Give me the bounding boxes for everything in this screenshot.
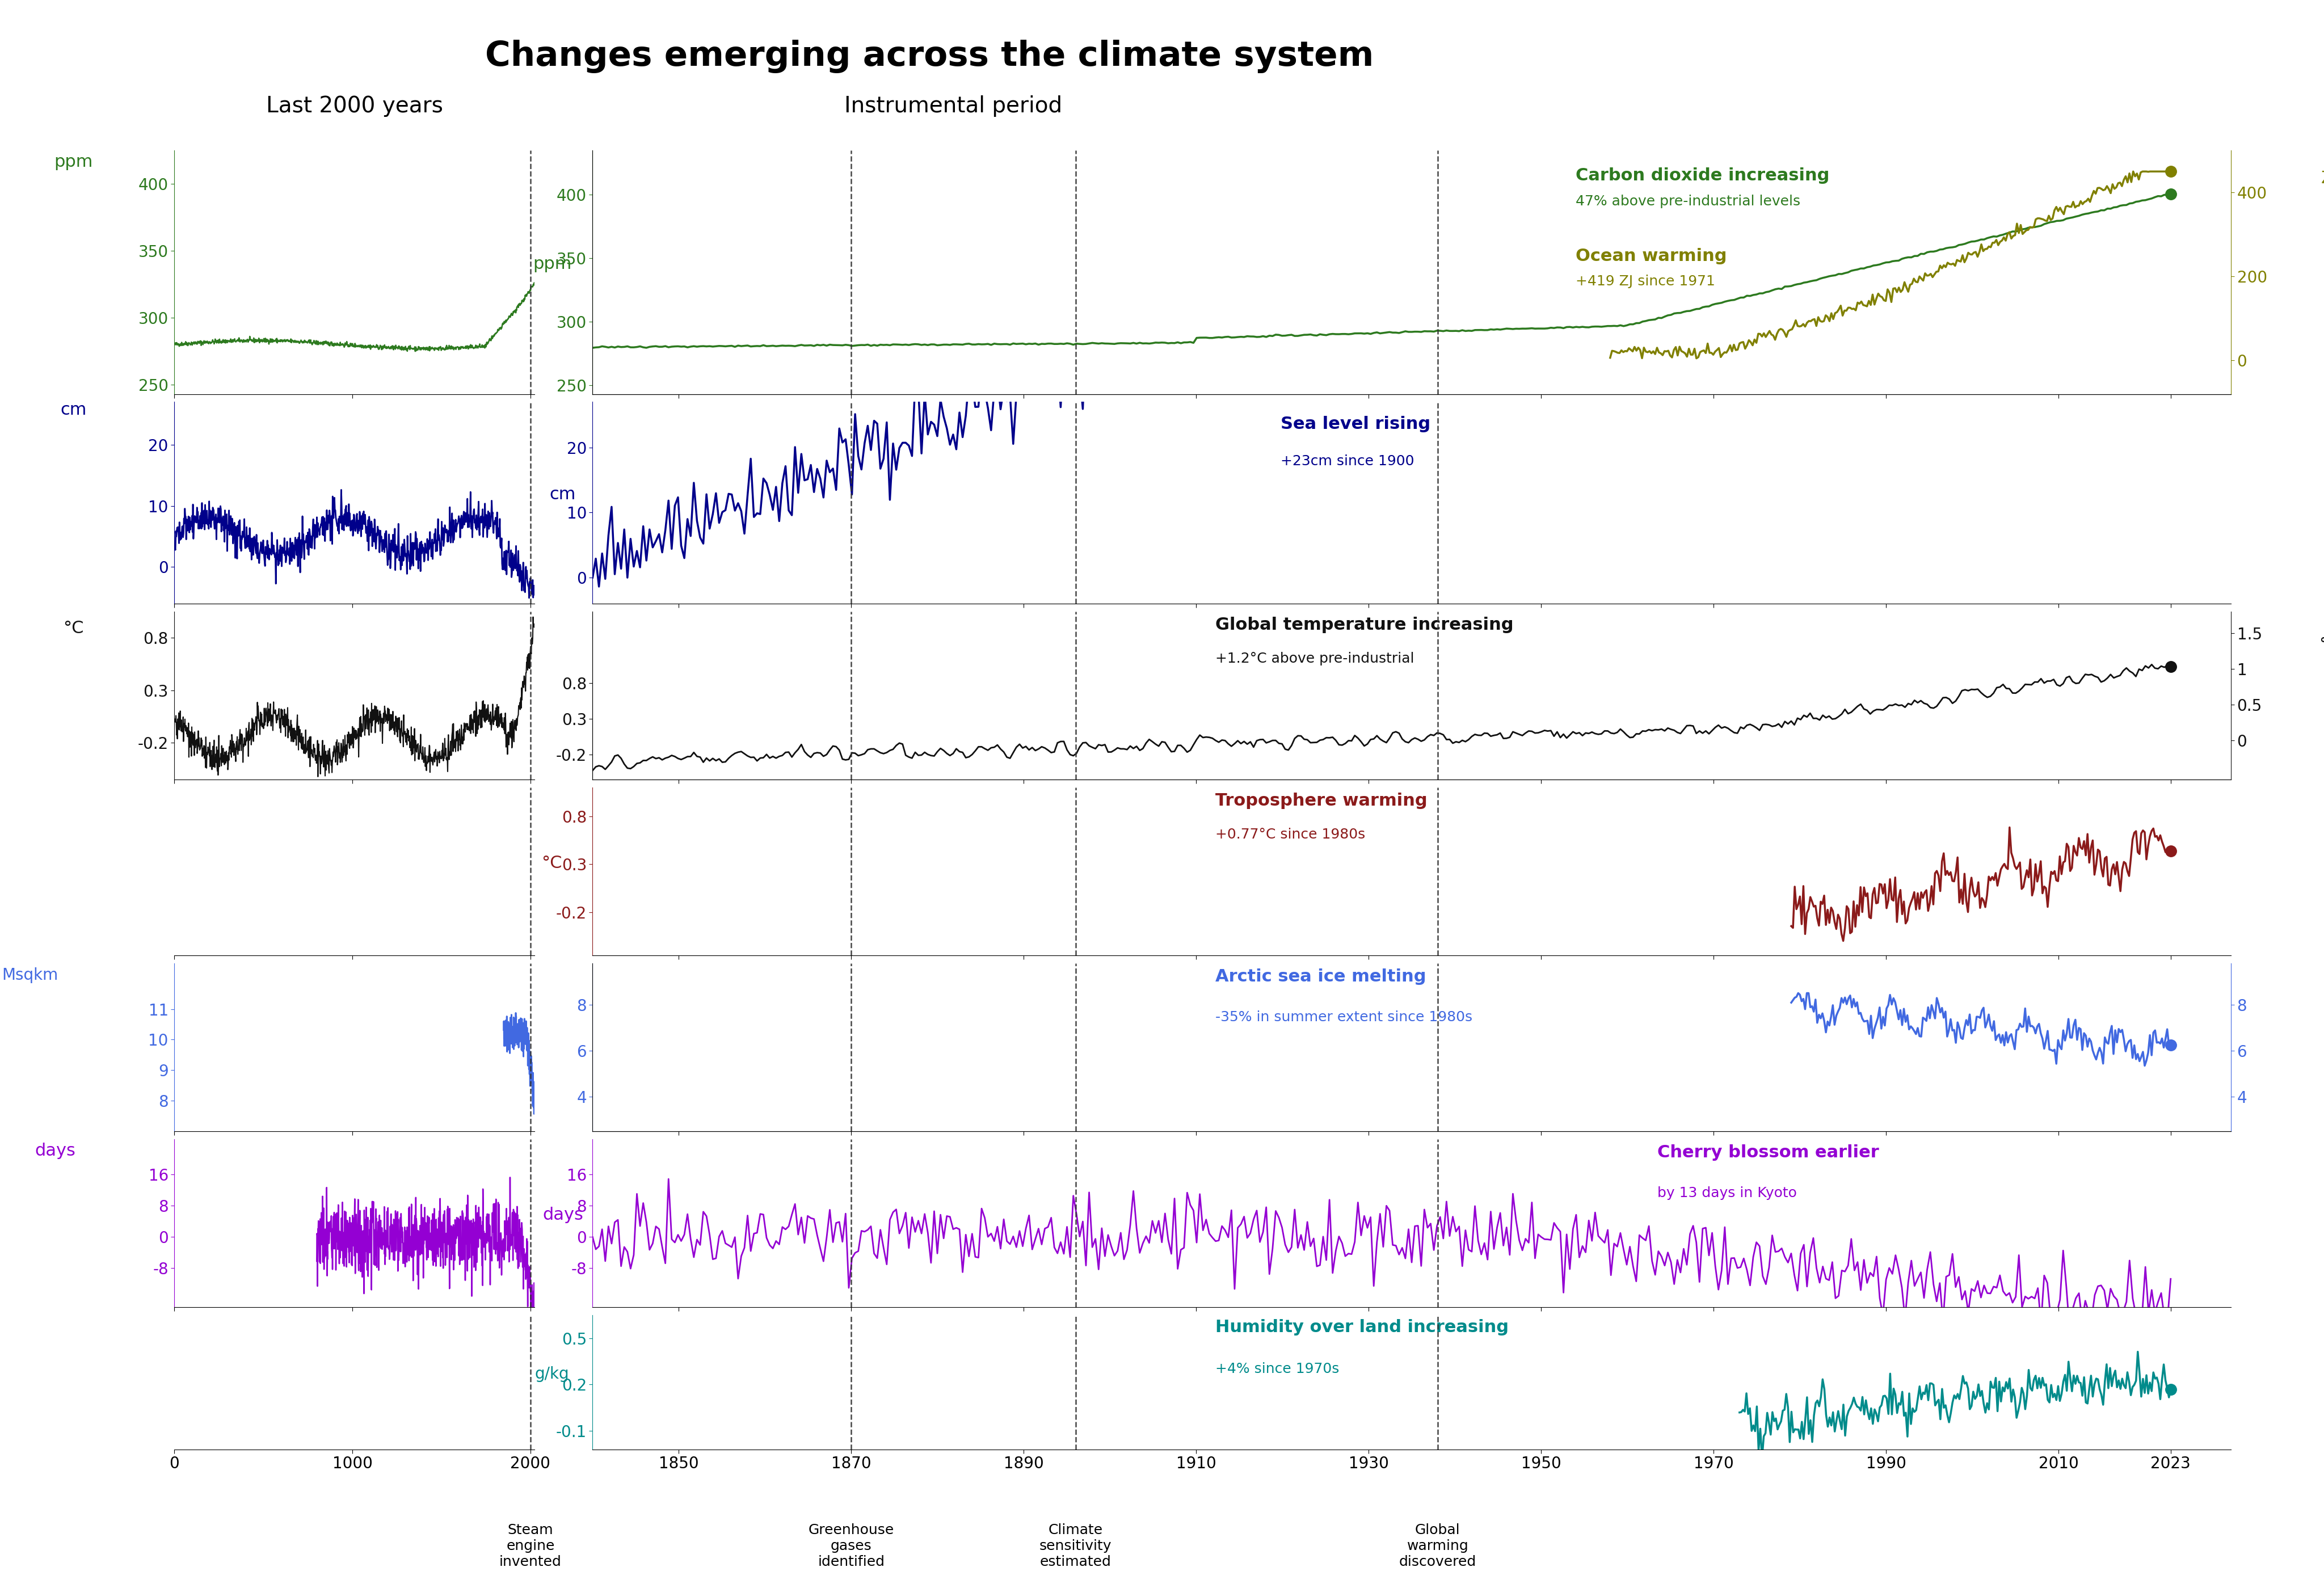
- Y-axis label: ppm: ppm: [53, 154, 93, 169]
- Text: +23cm since 1900: +23cm since 1900: [1281, 455, 1415, 467]
- Text: Global temperature increasing: Global temperature increasing: [1215, 616, 1513, 634]
- Y-axis label: days: days: [35, 1142, 77, 1159]
- Y-axis label: °C: °C: [2319, 637, 2324, 653]
- Text: +1.2°C above pre-industrial: +1.2°C above pre-industrial: [1215, 651, 1413, 665]
- Y-axis label: g/kg: g/kg: [535, 1367, 569, 1383]
- Text: +4% since 1970s: +4% since 1970s: [1215, 1362, 1339, 1375]
- Text: Sea level rising: Sea level rising: [1281, 417, 1432, 432]
- Text: by 13 days in Kyoto: by 13 days in Kyoto: [1657, 1186, 1796, 1199]
- Text: -35% in summer extent since 1980s: -35% in summer extent since 1980s: [1215, 1011, 1473, 1023]
- Text: 47% above pre-industrial levels: 47% above pre-industrial levels: [1576, 195, 1801, 208]
- Y-axis label: °C: °C: [541, 855, 562, 871]
- Text: Global
warming
discovered: Global warming discovered: [1399, 1524, 1476, 1568]
- Y-axis label: ZJ: ZJ: [2322, 169, 2324, 187]
- Text: Climate
sensitivity
estimated: Climate sensitivity estimated: [1039, 1524, 1111, 1568]
- Y-axis label: ppm: ppm: [532, 255, 572, 272]
- Y-axis label: days: days: [541, 1207, 583, 1223]
- Y-axis label: Msqkm: Msqkm: [2, 968, 58, 984]
- Text: Ocean warming: Ocean warming: [1576, 249, 1727, 265]
- Text: +0.77°C since 1980s: +0.77°C since 1980s: [1215, 827, 1364, 841]
- Text: Carbon dioxide increasing: Carbon dioxide increasing: [1576, 168, 1829, 184]
- Text: +419 ZJ since 1971: +419 ZJ since 1971: [1576, 274, 1715, 288]
- Y-axis label: °C: °C: [63, 621, 84, 637]
- Text: Instrumental period: Instrumental period: [844, 95, 1062, 117]
- Text: Troposphere warming: Troposphere warming: [1215, 792, 1427, 809]
- Text: Arctic sea ice melting: Arctic sea ice melting: [1215, 968, 1427, 985]
- Text: Last 2000 years: Last 2000 years: [265, 95, 444, 117]
- Text: Humidity over land increasing: Humidity over land increasing: [1215, 1319, 1508, 1335]
- Y-axis label: cm: cm: [548, 486, 576, 502]
- Text: Steam
engine
invented: Steam engine invented: [500, 1524, 562, 1568]
- Text: Cherry blossom earlier: Cherry blossom earlier: [1657, 1144, 1880, 1161]
- Y-axis label: cm: cm: [60, 402, 86, 418]
- Text: Greenhouse
gases
identified: Greenhouse gases identified: [809, 1524, 895, 1568]
- Text: Changes emerging across the climate system: Changes emerging across the climate syst…: [486, 40, 1373, 73]
